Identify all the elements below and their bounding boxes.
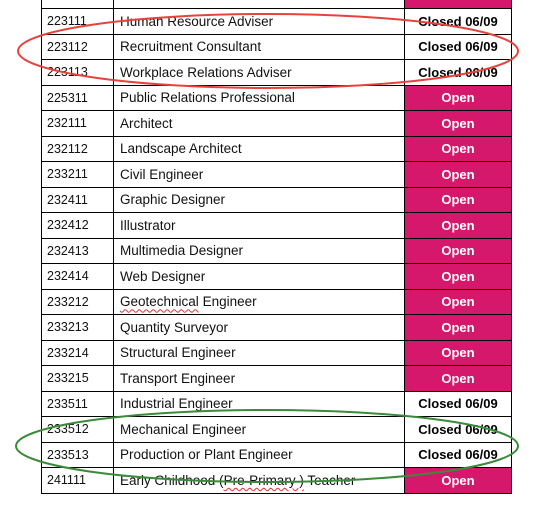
status-open-badge: Open (404, 186, 512, 213)
status-open-badge: Open (404, 339, 512, 366)
occupation-code: 232412 (41, 212, 114, 239)
status-open-badge: Open (404, 314, 512, 341)
table-row: 232414 Web Designer Open (41, 263, 512, 290)
table-row: 232112 Landscape Architect Open (41, 135, 512, 162)
occupation-title: Mechanical Engineer (113, 416, 405, 443)
table-row: 233213 Quantity Surveyor Open (41, 314, 512, 341)
occupation-code: 223111 (41, 8, 114, 35)
status-closed-badge: Closed 06/09 (404, 8, 512, 35)
table-row: 232412 Illustrator Open (41, 212, 512, 239)
status-open-badge: Open (404, 467, 512, 494)
status-open-badge: Open (404, 365, 512, 392)
status-open-badge: Open (404, 84, 512, 111)
occupation-title: Structural Engineer (113, 339, 405, 366)
occupation-title: Illustrator (113, 212, 405, 239)
occupation-rows: 223111 Human Resource Adviser Closed 06/09… (41, 8, 512, 494)
occupation-title: Recruitment Consultant (113, 33, 405, 60)
table-row: 223111 Human Resource Adviser Closed 06/09 (41, 8, 512, 35)
table-row: 233212 Geotechnical Engineer Open (41, 288, 512, 315)
table-row: 225311 Public Relations Professional Open (41, 84, 512, 111)
occupation-code: 233512 (41, 416, 114, 443)
status-open-badge: Open (404, 161, 512, 188)
status-closed-badge: Closed 06/09 (404, 33, 512, 60)
status-closed-badge: Closed 06/09 (404, 416, 512, 443)
status-open-badge: Open (404, 263, 512, 290)
occupation-title: Industrial Engineer (113, 390, 405, 417)
occupation-title: Web Designer (113, 263, 405, 290)
cell-status (404, 0, 512, 9)
table-row: 233214 Structural Engineer Open (41, 339, 512, 366)
occupation-title: Transport Engineer (113, 365, 405, 392)
occupation-title: Multimedia Designer (113, 237, 405, 264)
table-row: 233511 Industrial Engineer Closed 06/09 (41, 390, 512, 417)
occupation-code: 233511 (41, 390, 114, 417)
status-open-badge: Open (404, 135, 512, 162)
occupation-title: Architect (113, 110, 405, 137)
occupation-title: Early Childhood (Pre-Primary ) Teacher (113, 467, 405, 494)
table-row: 232413 Multimedia Designer Open (41, 237, 512, 264)
status-open-badge: Open (404, 288, 512, 315)
status-closed-badge: Closed 06/09 (404, 59, 512, 86)
occupation-table: 223111 Human Resource Adviser Closed 06/09… (41, 0, 512, 494)
table-row: 223112 Recruitment Consultant Closed 06/09 (41, 33, 512, 60)
occupation-code: 233513 (41, 441, 114, 468)
occupation-code: 241111 (41, 467, 114, 494)
occupation-title: Human Resource Adviser (113, 8, 405, 35)
occupation-code: 233215 (41, 365, 114, 392)
status-open-badge: Open (404, 110, 512, 137)
table-row: 232111 Architect Open (41, 110, 512, 137)
table-row: 233215 Transport Engineer Open (41, 365, 512, 392)
occupation-code: 225311 (41, 84, 114, 111)
status-open-badge: Open (404, 237, 512, 264)
table-row: 233211 Civil Engineer Open (41, 161, 512, 188)
occupation-code: 232111 (41, 110, 114, 137)
cell-title (113, 0, 405, 9)
occupation-code: 233211 (41, 161, 114, 188)
table-row: 241111 Early Childhood (Pre-Primary ) Tea… (41, 467, 512, 494)
status-closed-badge: Closed 06/09 (404, 390, 512, 417)
occupation-code: 232413 (41, 237, 114, 264)
occupation-title: Workplace Relations Adviser (113, 59, 405, 86)
occupation-title: Quantity Surveyor (113, 314, 405, 341)
cell-code (41, 0, 114, 9)
occupation-code: 233212 (41, 288, 114, 315)
occupation-code: 232414 (41, 263, 114, 290)
occupation-code: 223112 (41, 33, 114, 60)
occupation-code: 232112 (41, 135, 114, 162)
occupation-code: 223113 (41, 59, 114, 86)
occupation-title: Graphic Designer (113, 186, 405, 213)
occupation-code: 233213 (41, 314, 114, 341)
occupation-title: Geotechnical Engineer (113, 288, 405, 315)
table-row: 232411 Graphic Designer Open (41, 186, 512, 213)
status-closed-badge: Closed 06/09 (404, 441, 512, 468)
occupation-code: 232411 (41, 186, 114, 213)
occupation-title: Civil Engineer (113, 161, 405, 188)
table-row-partial (41, 0, 512, 9)
table-row: 233512 Mechanical Engineer Closed 06/09 (41, 416, 512, 443)
occupation-title: Production or Plant Engineer (113, 441, 405, 468)
occupation-title: Public Relations Professional (113, 84, 405, 111)
table-row: 233513 Production or Plant Engineer Closed… (41, 441, 512, 468)
occupation-code: 233214 (41, 339, 114, 366)
table-row: 223113 Workplace Relations Adviser Closed … (41, 59, 512, 86)
status-open-badge: Open (404, 212, 512, 239)
occupation-title: Landscape Architect (113, 135, 405, 162)
